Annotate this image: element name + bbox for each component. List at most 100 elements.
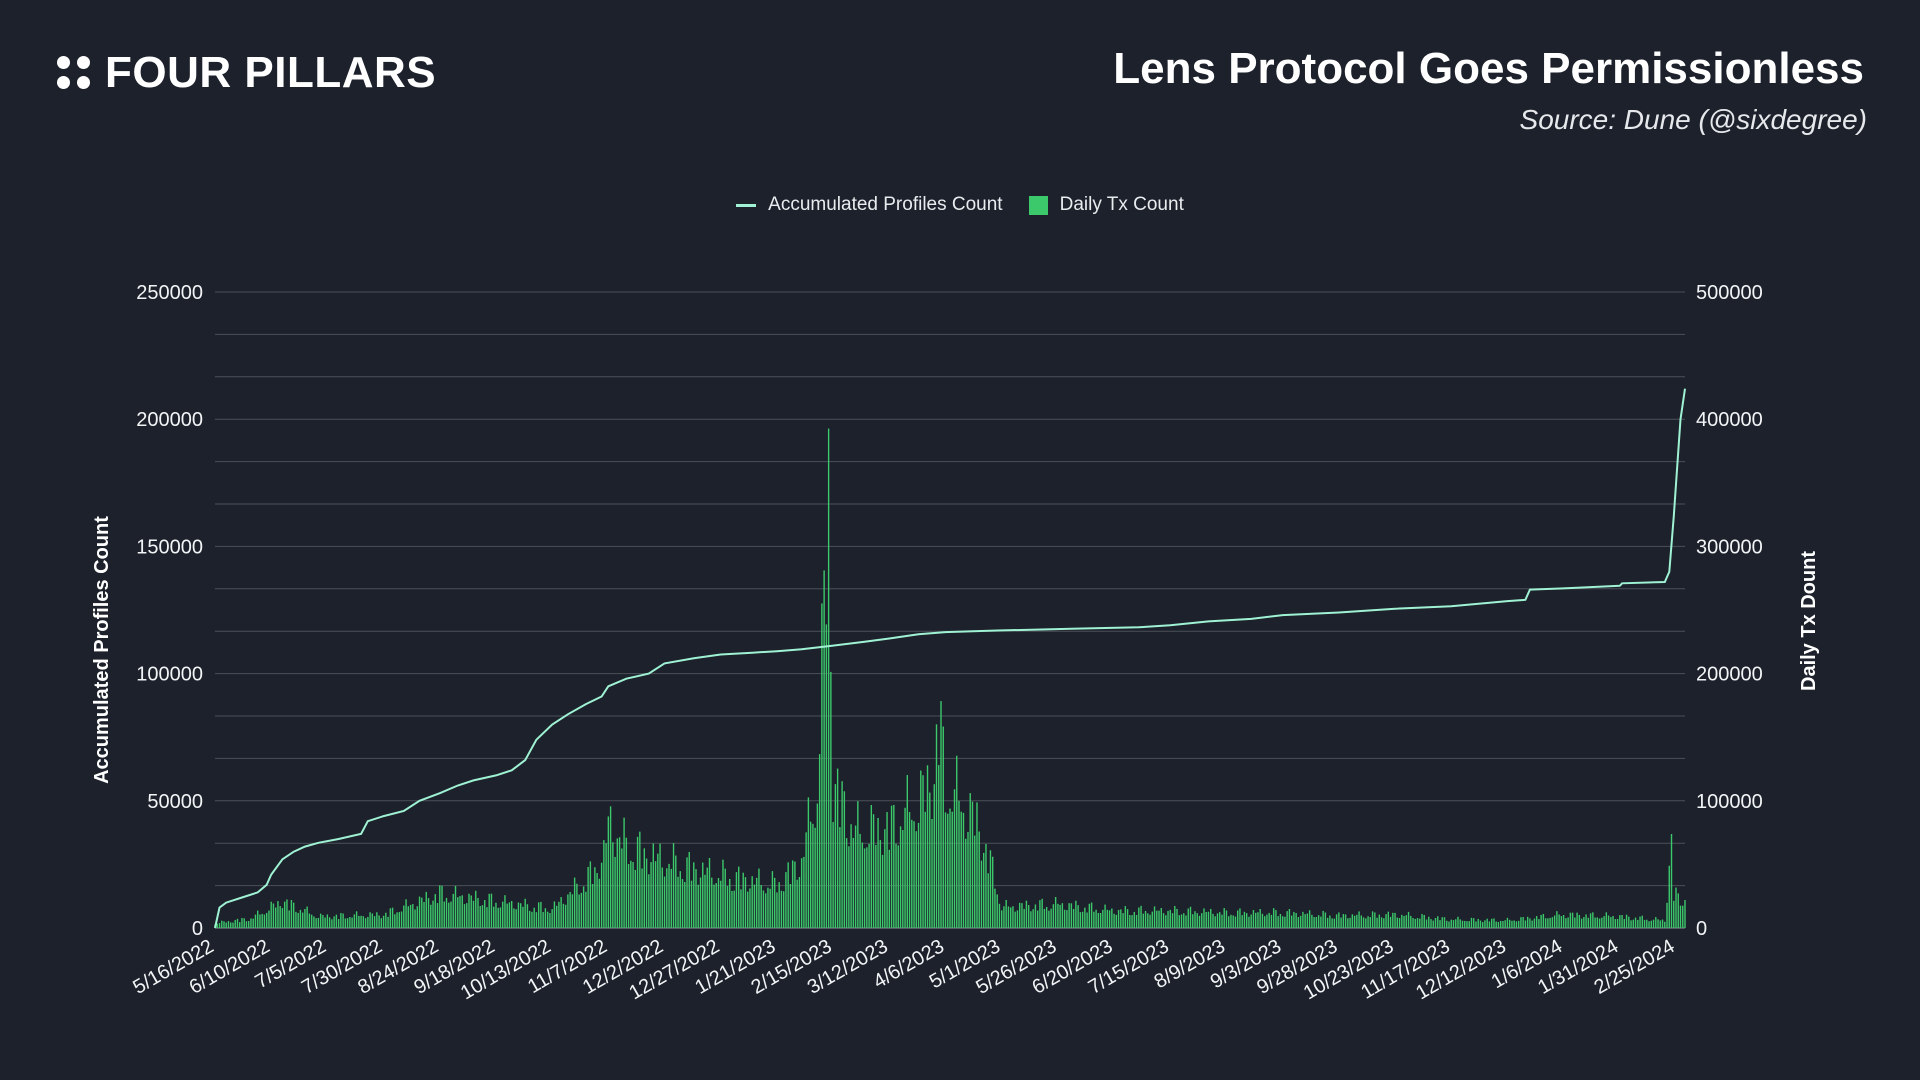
daily-tx-bar [448,902,450,928]
daily-tx-bar [405,899,407,928]
daily-tx-bar [605,843,607,928]
daily-tx-bar [1333,918,1336,928]
daily-tx-bar [1001,910,1003,928]
daily-tx-bar [827,428,830,928]
daily-tx-bar [594,867,596,928]
daily-tx-bar [1153,906,1156,928]
daily-tx-bar [600,862,603,928]
daily-tx-bar [580,892,583,928]
daily-tx-bar [823,570,825,928]
daily-tx-bar [738,866,740,928]
daily-tx-bar [1553,915,1556,928]
daily-tx-bar [1666,902,1668,928]
daily-tx-bar [576,883,578,928]
daily-tx-bar [1502,921,1504,928]
legend-label-profiles: Accumulated Profiles Count [768,194,1003,215]
daily-tx-bar [1432,920,1434,928]
daily-tx-bar [1576,912,1578,928]
daily-tx-bar [753,884,756,928]
daily-tx-bar [310,914,313,928]
daily-tx-bar [893,804,895,928]
daily-tx-bar [699,877,702,928]
daily-tx-bar [1646,919,1648,928]
daily-tx-bar [863,848,866,928]
daily-tx-bar [1147,913,1149,928]
daily-tx-bar [326,914,329,928]
daily-tx-bar [1470,917,1473,928]
daily-tx-bar [747,891,749,928]
daily-tx-bar [756,877,758,928]
daily-tx-bar [1358,911,1360,928]
daily-tx-bar [308,913,311,928]
daily-tx-bar [571,894,574,928]
legend-item-tx[interactable]: Daily Tx Count [1028,194,1184,216]
daily-tx-bar [234,920,236,928]
left-tick-label: 250000 [136,282,203,304]
daily-tx-bar [1569,912,1572,928]
daily-tx-bar [681,879,684,928]
daily-tx-bar [1450,919,1452,928]
daily-tx-bar [634,869,637,928]
daily-tx-bar [241,917,243,928]
daily-tx-bar [292,902,295,928]
daily-tx-bar [706,867,708,928]
right-axis-ticks: 0 100000 200000 300000 400000 500000 [1696,282,1763,940]
daily-tx-bar [985,843,987,928]
daily-tx-bar [362,916,365,928]
daily-tx-bar [1394,912,1396,928]
daily-tx-bar [1243,911,1246,928]
daily-tx-bar [843,791,846,928]
daily-tx-bar [967,831,969,928]
daily-tx-bar [252,918,254,928]
daily-tx-bar [603,840,605,928]
daily-tx-bar [533,907,535,928]
daily-tx-bar [1171,913,1174,928]
daily-tx-bar [1187,908,1189,928]
daily-tx-bar [1560,916,1563,928]
daily-tx-bar [1050,908,1052,928]
daily-tx-bar [1099,913,1102,928]
daily-tx-bar [553,901,556,928]
daily-tx-bar [1439,920,1441,928]
daily-tx-bar [1396,917,1398,928]
daily-tx-bar [394,914,396,928]
daily-tx-bar [1610,917,1612,928]
daily-tx-bar [935,724,938,928]
daily-tx-bar [1304,914,1306,928]
daily-tx-bar [814,827,816,928]
daily-tx-bar [1538,919,1540,928]
daily-tx-bar [1214,916,1216,928]
daily-tx-bar [908,812,911,928]
daily-tx-bar [931,818,933,928]
daily-tx-bar [1565,918,1567,928]
daily-tx-bar [225,922,227,928]
daily-tx-bar [430,904,432,928]
daily-tx-bar [859,833,861,928]
daily-tx-bar [717,877,720,928]
daily-tx-bar [1239,908,1241,928]
daily-tx-bar [720,880,722,928]
daily-tx-bar [1315,916,1318,928]
daily-tx-bar [1054,896,1057,928]
left-axis-ticks: 0 50000 100000 150000 200000 250000 [136,282,203,940]
daily-tx-bar [227,921,230,928]
daily-tx-bar [1513,920,1515,928]
daily-tx-bar [324,917,326,928]
daily-tx-bar [677,876,679,928]
daily-tx-bar [744,877,747,928]
daily-tx-bar [1628,916,1630,928]
daily-tx-bar [729,878,731,928]
daily-tx-bar [236,918,239,928]
daily-tx-bar [259,914,261,928]
daily-tx-bar [1241,915,1243,928]
daily-tx-bar [1313,917,1315,928]
daily-tx-bar [1637,919,1639,928]
daily-tx-bar [1603,916,1605,928]
daily-tx-bar [544,908,547,928]
legend-item-profiles[interactable]: Accumulated Profiles Count [736,194,1003,216]
legend-label-tx: Daily Tx Count [1059,194,1184,215]
daily-tx-bar [922,775,924,928]
daily-tx-bar [355,911,358,928]
daily-tx-bar [1677,893,1679,928]
daily-tx-bar [573,877,576,928]
